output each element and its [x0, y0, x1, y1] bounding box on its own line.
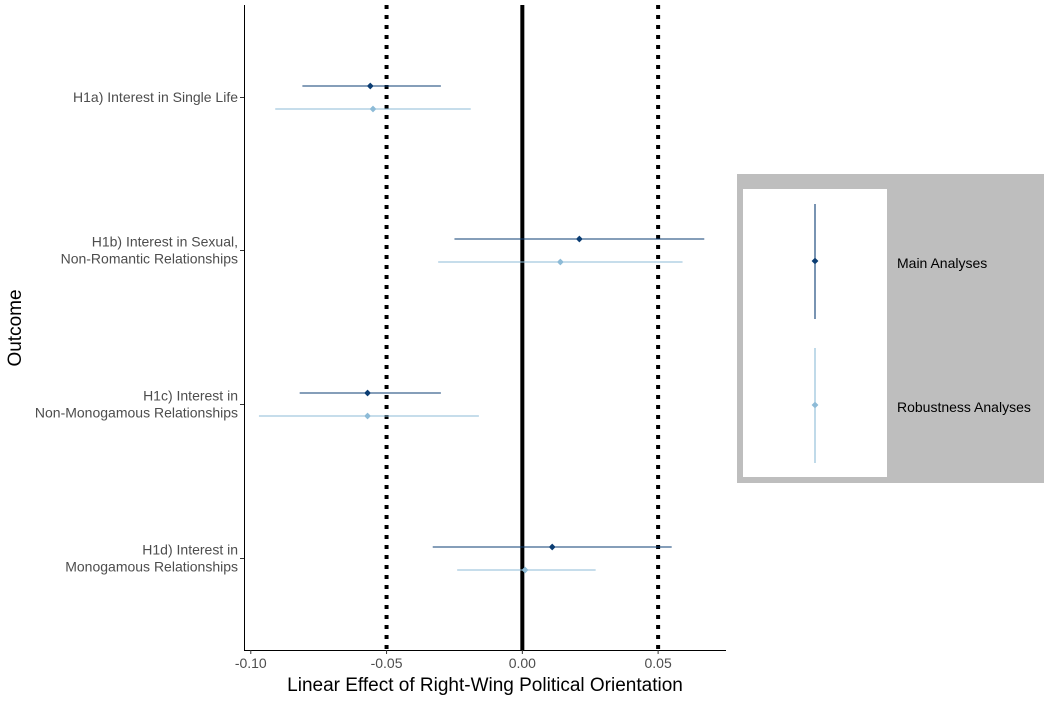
x-axis-ticks: -0.10 -0.05 0.00 0.05: [235, 650, 672, 671]
x-tick-label: -0.05: [371, 655, 403, 671]
y-category-label: Monogamous Relationships: [65, 559, 238, 575]
legend-label-robust: Robustness Analyses: [897, 399, 1031, 415]
y-category-label: H1a) Interest in Single Life: [73, 89, 238, 105]
reference-lines: [384, 5, 661, 650]
y-axis-title: Outcome: [5, 289, 26, 366]
x-axis-title: Linear Effect of Right-Wing Political Or…: [287, 675, 683, 696]
point-estimate: [366, 82, 374, 90]
y-category-label: H1b) Interest in Sexual,: [92, 234, 238, 250]
point-estimate: [369, 105, 377, 113]
y-category-label: H1c) Interest in: [143, 388, 238, 404]
x-tick-label: 0.05: [644, 655, 671, 671]
legend-key-marker: [811, 257, 819, 265]
legend-label-main: Main Analyses: [897, 255, 987, 271]
series-robustness: [258, 105, 683, 574]
point-estimate: [556, 258, 564, 266]
x-tick-label: -0.10: [235, 655, 267, 671]
point-estimate: [548, 543, 556, 551]
point-estimate: [364, 412, 371, 420]
series-main: [299, 82, 705, 551]
y-category-labels: H1a) Interest in Single Life H1b) Interes…: [35, 89, 244, 575]
y-category-label: Non-Romantic Relationships: [61, 251, 238, 267]
point-estimate: [521, 566, 529, 574]
y-category-label: Non-Monogamous Relationships: [35, 405, 238, 421]
legend-keys: [811, 204, 819, 463]
x-tick-label: 0.00: [509, 655, 536, 671]
point-estimate: [364, 389, 371, 397]
panel-background: [244, 5, 726, 651]
series-layer: [258, 82, 705, 574]
legend: Main Analyses Robustness Analyses: [737, 174, 1044, 483]
y-category-label: H1d) Interest in: [142, 542, 238, 558]
legend-key-marker: [811, 401, 819, 409]
point-estimate: [575, 235, 583, 243]
